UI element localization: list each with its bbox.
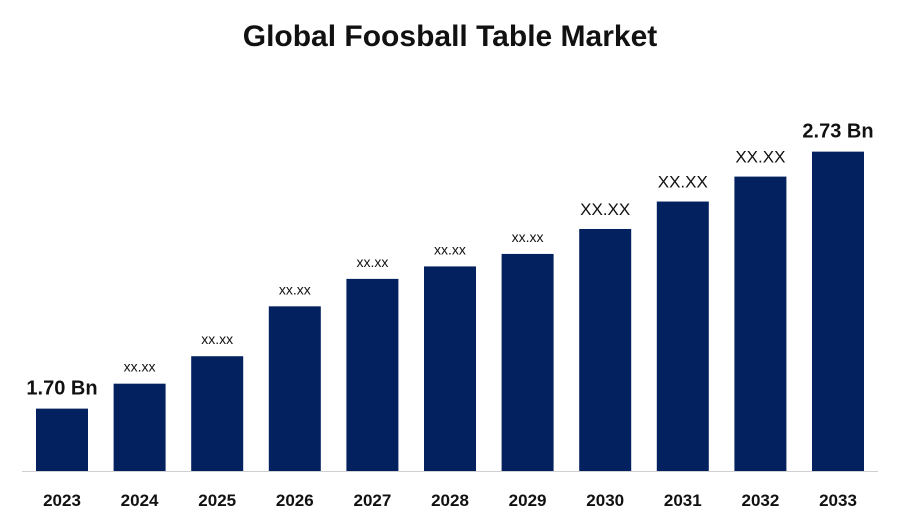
x-tick-label-2024: 2024 xyxy=(121,491,159,510)
bar-2029 xyxy=(501,253,554,471)
bar-2033 xyxy=(812,151,864,471)
x-tick-label-2028: 2028 xyxy=(431,491,469,510)
x-tick-label-2033: 2033 xyxy=(819,491,857,510)
bar-2025 xyxy=(191,356,244,471)
bar-2024 xyxy=(113,383,166,471)
x-tick-label-2023: 2023 xyxy=(43,491,81,510)
data-label-2029: xx.xx xyxy=(512,229,544,245)
x-tick-label-2025: 2025 xyxy=(198,491,236,510)
data-label-2031: XX.XX xyxy=(658,173,708,192)
x-tick-label-2029: 2029 xyxy=(509,491,547,510)
bar-2028 xyxy=(424,266,476,471)
x-tick-label-2030: 2030 xyxy=(586,491,624,510)
bar-2027 xyxy=(346,278,399,471)
chart-title: Global Foosball Table Market xyxy=(242,20,658,53)
bar-2023 xyxy=(36,408,88,471)
data-label-2028: xx.xx xyxy=(434,241,466,257)
bar-2031 xyxy=(656,201,709,472)
x-tick-label-2031: 2031 xyxy=(664,491,702,510)
data-label-2032: XX.XX xyxy=(735,148,785,167)
bar-2032 xyxy=(734,176,787,471)
data-label-2030: XX.XX xyxy=(580,200,630,219)
bar-2026 xyxy=(268,306,321,471)
bar-2030 xyxy=(579,228,632,471)
x-tick-label-2032: 2032 xyxy=(741,491,779,510)
data-label-2027: xx.xx xyxy=(356,254,388,270)
data-label-2026: xx.xx xyxy=(279,281,311,297)
data-label-2024: xx.xx xyxy=(124,359,156,375)
data-label-2025: xx.xx xyxy=(201,331,233,347)
data-label-2023: 1.70 Bn xyxy=(26,378,97,400)
x-tick-label-2027: 2027 xyxy=(353,491,391,510)
x-tick-label-2026: 2026 xyxy=(276,491,314,510)
data-label-2033: 2.73 Bn xyxy=(802,121,873,143)
